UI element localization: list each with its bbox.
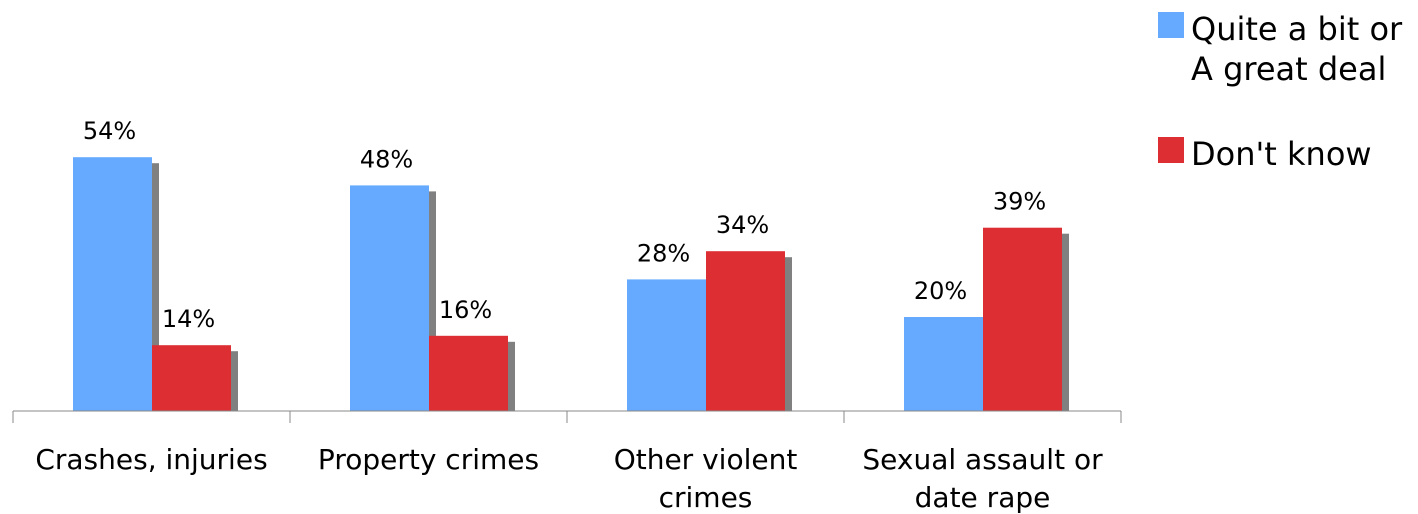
value-label: 39% — [993, 188, 1046, 216]
bar-3-0 — [904, 317, 983, 411]
category-label: Property crimes — [318, 443, 539, 476]
legend-label: Don't know — [1191, 135, 1372, 173]
bar-1-0 — [350, 185, 429, 411]
x-axis — [12, 410, 1122, 423]
value-labels: 54% 14% 48% 16% 28% 34% 20% 39% — [83, 117, 1046, 333]
bar-2-1 — [706, 251, 785, 411]
value-label: 34% — [716, 211, 769, 239]
category-label: Sexual assault or — [862, 443, 1103, 476]
category-label: Crashes, injuries — [35, 443, 267, 476]
bar-0-0 — [73, 157, 152, 411]
legend-swatch — [1158, 12, 1184, 38]
legend-label: Quite a bit or — [1191, 10, 1403, 48]
bar-1-1 — [429, 335, 508, 411]
bar-2-0 — [627, 279, 706, 411]
bar-3-1 — [983, 227, 1062, 411]
category-label: date rape — [915, 481, 1051, 514]
value-label: 54% — [83, 117, 136, 145]
category-labels: Crashes, injuries Property crimes Other vi… — [35, 443, 1103, 514]
legend-label: A great deal — [1191, 50, 1386, 88]
value-label: 14% — [162, 305, 215, 333]
value-label: 20% — [914, 277, 967, 305]
category-label: Other violent — [614, 443, 798, 476]
category-label: crimes — [659, 481, 753, 514]
legend: Quite a bit orA great deal Don't know — [1158, 10, 1403, 173]
value-label: 48% — [360, 145, 413, 173]
value-label: 16% — [439, 296, 492, 324]
bars — [73, 157, 1062, 411]
bar-0-1 — [152, 345, 231, 411]
legend-swatch — [1158, 137, 1184, 163]
value-label: 28% — [637, 239, 690, 267]
